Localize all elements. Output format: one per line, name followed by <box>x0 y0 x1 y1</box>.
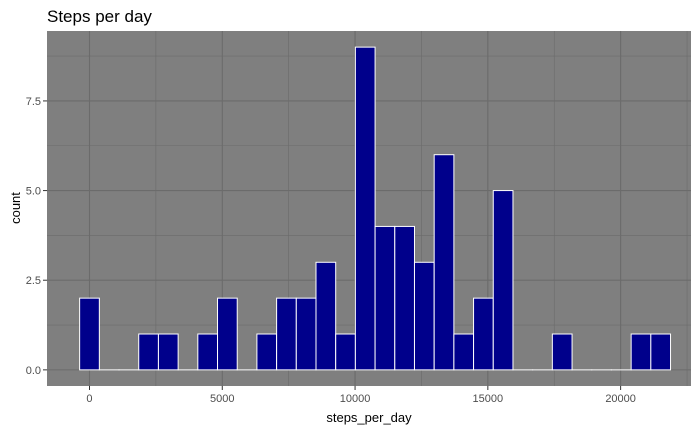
histogram-bar <box>354 46 376 371</box>
histogram-bar <box>197 333 219 371</box>
y-tick-label: 0.0 <box>26 365 41 377</box>
x-tick-label: 10000 <box>340 393 371 405</box>
histogram-bar <box>551 333 573 371</box>
bars <box>79 46 672 371</box>
histogram-bar <box>79 297 100 371</box>
histogram-bar <box>630 333 652 371</box>
histogram-bar <box>315 261 337 371</box>
y-tick-label: 7.5 <box>26 96 41 108</box>
x-tick-label: 20000 <box>605 393 636 405</box>
histogram-bar <box>492 190 514 371</box>
histogram-bar <box>157 333 179 371</box>
histogram-bar <box>473 297 494 371</box>
histogram-bar <box>217 297 238 371</box>
x-axis: 0 5000 10000 15000 20000 <box>86 386 636 405</box>
x-tick-label: 0 <box>86 393 92 405</box>
histogram-bar <box>650 333 672 371</box>
histogram-bar <box>453 333 475 371</box>
x-tick-label: 5000 <box>210 393 234 405</box>
histogram-bar <box>256 333 278 371</box>
histogram-bar <box>433 154 455 371</box>
histogram-bar <box>335 333 356 371</box>
histogram-bar <box>374 225 396 371</box>
histogram-bar <box>394 225 415 371</box>
histogram-bar <box>413 261 435 371</box>
y-tick-label: 5.0 <box>26 186 41 198</box>
x-tick-label: 15000 <box>473 393 504 405</box>
chart-title: Steps per day <box>47 7 152 26</box>
y-axis: 0.0 2.5 5.0 7.5 <box>26 96 47 377</box>
x-axis-label: steps_per_day <box>326 410 412 425</box>
y-axis-label: count <box>8 192 23 224</box>
histogram-bar <box>295 297 317 371</box>
y-tick-label: 2.5 <box>26 275 41 287</box>
histogram-bar <box>276 297 297 371</box>
histogram-bar <box>138 333 159 371</box>
